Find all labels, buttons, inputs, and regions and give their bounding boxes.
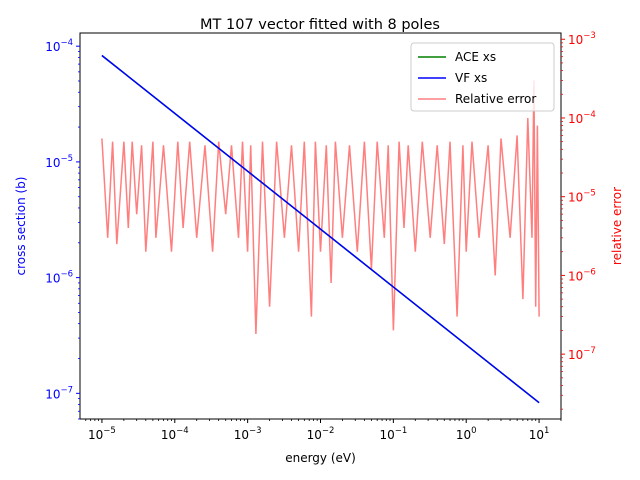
legend-vf-xs-label: VF xs — [455, 71, 487, 85]
y-right-tick-label: 10−5 — [568, 189, 596, 205]
legend-relative-error-label: Relative error — [455, 92, 536, 106]
y-axis-left-label: cross section (b) — [14, 177, 28, 276]
legend-ace-xs-label: ACE xs — [455, 50, 496, 64]
y-left-tick-label: 10−4 — [45, 38, 73, 54]
legend-box — [410, 42, 555, 112]
y-right-tick-label: 10−4 — [568, 110, 596, 126]
x-tick-label: 10−4 — [161, 426, 189, 442]
plot-area — [101, 54, 540, 404]
y-left-tick-label: 10−5 — [45, 154, 73, 170]
x-tick-label: 10−1 — [379, 426, 407, 442]
y-left-tick-label: 10−7 — [45, 385, 73, 401]
y-right-tick-label: 10−7 — [568, 346, 596, 362]
x-tick-label: 10−2 — [307, 426, 335, 442]
axes: 10−5 10−4 10−3 10−2 10−1 100 101 10−7 10−6 10−5 10… — [45, 31, 596, 442]
x-tick-label: 100 — [456, 426, 477, 442]
y-axis-right-label: relative error — [610, 187, 624, 265]
x-tick-label: 10−5 — [88, 426, 116, 442]
y-left-tick-label: 10−6 — [45, 270, 73, 286]
x-axis-label: energy (eV) — [285, 451, 356, 465]
legend: ACE xs VF xs Relative error — [410, 42, 555, 112]
y-right-tick-label: 10−3 — [568, 31, 596, 47]
x-tick-label: 10−3 — [234, 426, 262, 442]
series-relative-error-line — [101, 80, 540, 335]
series-vf-xs-line — [101, 54, 540, 404]
x-tick-label: 101 — [529, 426, 550, 442]
chart-title: MT 107 vector fitted with 8 poles — [200, 17, 440, 33]
y-right-tick-label: 10−6 — [568, 267, 596, 283]
